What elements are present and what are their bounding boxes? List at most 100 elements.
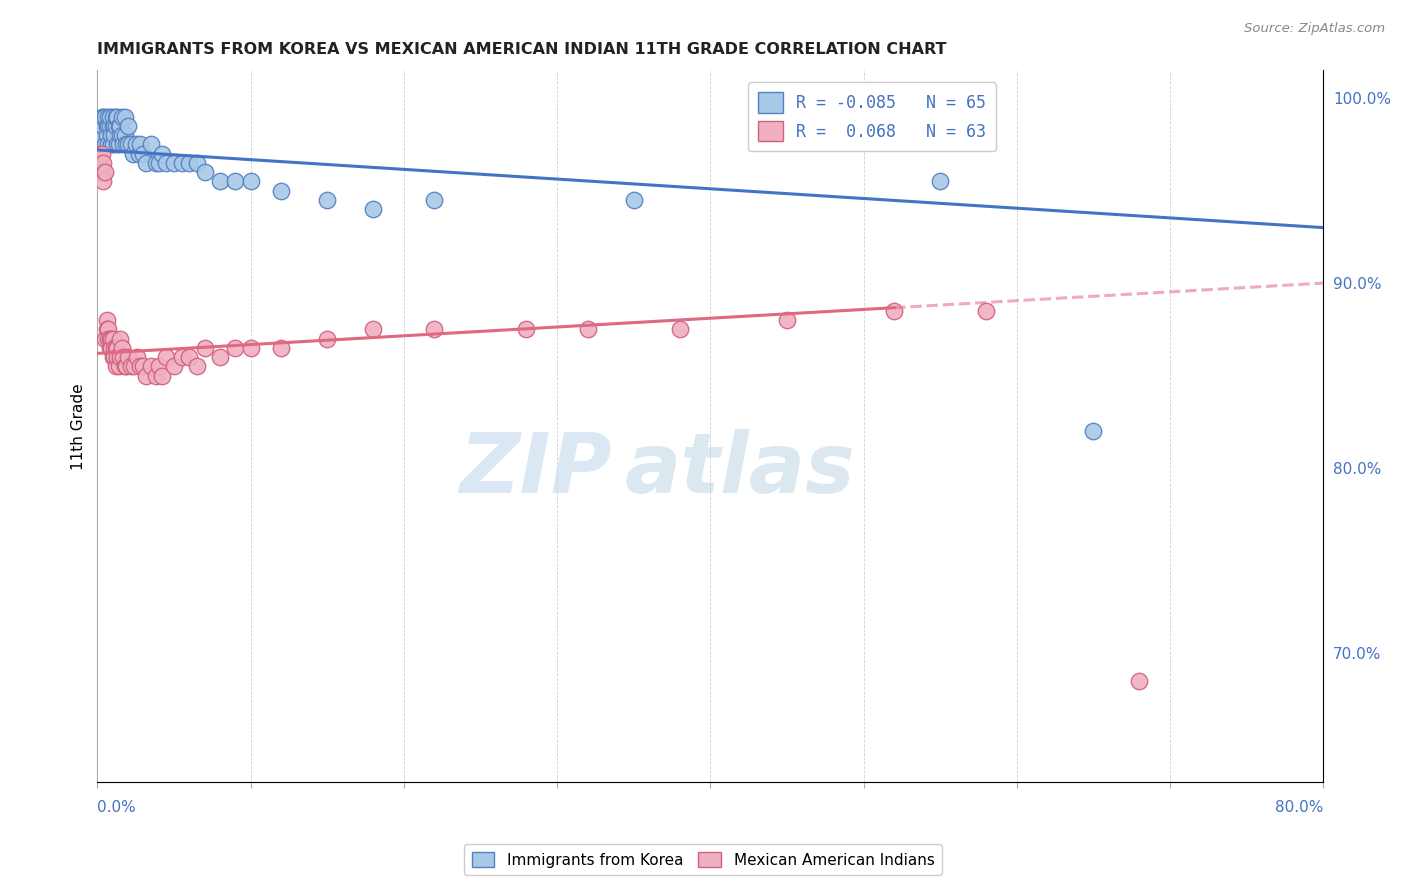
Point xyxy=(103,341,125,355)
Point xyxy=(239,174,262,188)
Point xyxy=(101,137,124,152)
Point xyxy=(105,350,128,364)
Point xyxy=(135,156,157,170)
Point xyxy=(170,350,193,364)
Point xyxy=(100,137,122,152)
Point xyxy=(89,156,111,170)
Text: Source: ZipAtlas.com: Source: ZipAtlas.com xyxy=(1244,22,1385,36)
Point xyxy=(100,341,122,355)
Point xyxy=(270,184,292,198)
Point xyxy=(361,322,384,336)
Point xyxy=(1083,424,1105,438)
Point xyxy=(117,119,139,133)
Point xyxy=(111,341,134,355)
Point xyxy=(98,119,121,133)
Point xyxy=(104,341,127,355)
Point xyxy=(155,350,177,364)
Point xyxy=(127,350,149,364)
Point xyxy=(117,350,139,364)
Point xyxy=(112,350,135,364)
Legend: R = -0.085   N = 65, R =  0.068   N = 63: R = -0.085 N = 65, R = 0.068 N = 63 xyxy=(748,82,997,152)
Point xyxy=(139,137,162,152)
Point xyxy=(91,165,114,179)
Point xyxy=(186,156,208,170)
Point xyxy=(122,359,145,374)
Point xyxy=(101,350,124,364)
Point xyxy=(120,359,142,374)
Point xyxy=(150,146,173,161)
Point xyxy=(124,137,146,152)
Point xyxy=(121,146,143,161)
Point xyxy=(97,137,120,152)
Point xyxy=(974,303,997,318)
Point xyxy=(224,341,246,355)
Point xyxy=(103,350,125,364)
Point xyxy=(883,303,905,318)
Point xyxy=(91,110,114,124)
Point xyxy=(91,128,114,143)
Point xyxy=(208,350,231,364)
Point xyxy=(423,322,446,336)
Point xyxy=(163,359,186,374)
Point xyxy=(101,332,124,346)
Point xyxy=(132,359,155,374)
Point xyxy=(132,146,155,161)
Point xyxy=(98,110,121,124)
Point xyxy=(104,119,127,133)
Point xyxy=(179,156,201,170)
Point xyxy=(105,137,128,152)
Point xyxy=(128,146,150,161)
Point xyxy=(100,332,122,346)
Point xyxy=(208,174,231,188)
Point xyxy=(139,359,162,374)
Point xyxy=(93,119,115,133)
Point xyxy=(100,128,122,143)
Point xyxy=(316,193,339,207)
Point xyxy=(194,341,217,355)
Point xyxy=(114,128,136,143)
Point xyxy=(105,341,128,355)
Point xyxy=(145,156,167,170)
Point xyxy=(110,350,132,364)
Point xyxy=(110,128,132,143)
Point xyxy=(98,332,121,346)
Point xyxy=(87,146,110,161)
Point xyxy=(150,368,173,383)
Point xyxy=(929,174,952,188)
Point xyxy=(361,202,384,216)
Point xyxy=(96,119,118,133)
Point xyxy=(776,313,799,327)
Point xyxy=(186,359,208,374)
Point xyxy=(97,110,120,124)
Point xyxy=(111,128,134,143)
Point xyxy=(115,359,138,374)
Point xyxy=(576,322,599,336)
Point xyxy=(114,359,136,374)
Legend: Immigrants from Korea, Mexican American Indians: Immigrants from Korea, Mexican American … xyxy=(464,844,942,875)
Point xyxy=(87,146,110,161)
Point xyxy=(114,110,136,124)
Point xyxy=(96,313,118,327)
Text: IMMIGRANTS FROM KOREA VS MEXICAN AMERICAN INDIAN 11TH GRADE CORRELATION CHART: IMMIGRANTS FROM KOREA VS MEXICAN AMERICA… xyxy=(97,42,946,57)
Point xyxy=(96,128,118,143)
Text: atlas: atlas xyxy=(624,429,855,509)
Point xyxy=(97,332,120,346)
Point xyxy=(93,156,115,170)
Point xyxy=(135,368,157,383)
Point xyxy=(111,110,134,124)
Point xyxy=(101,119,124,133)
Point xyxy=(97,119,120,133)
Point xyxy=(179,350,201,364)
Point xyxy=(668,322,690,336)
Point xyxy=(104,110,127,124)
Point xyxy=(96,322,118,336)
Point xyxy=(103,128,125,143)
Point xyxy=(93,110,115,124)
Point xyxy=(115,137,138,152)
Point xyxy=(94,165,117,179)
Point xyxy=(120,137,142,152)
Point xyxy=(163,156,186,170)
Point xyxy=(110,332,132,346)
Point xyxy=(107,359,129,374)
Point xyxy=(91,146,114,161)
